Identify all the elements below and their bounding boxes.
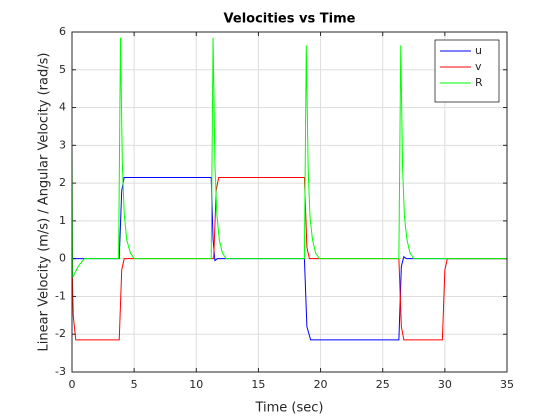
legend-label: u bbox=[475, 44, 482, 57]
legend-box bbox=[434, 39, 500, 103]
x-tick-label: 25 bbox=[376, 378, 390, 391]
y-tick-label: 0 bbox=[59, 252, 66, 265]
series-line bbox=[72, 176, 507, 341]
y-tick-label: -3 bbox=[55, 365, 66, 378]
x-tick-label: 0 bbox=[69, 378, 76, 391]
series-line bbox=[72, 37, 507, 278]
x-tick-label: 10 bbox=[189, 378, 203, 391]
y-tick-label: 1 bbox=[59, 214, 66, 227]
y-tick-label: -2 bbox=[55, 327, 66, 340]
y-tick-label: 2 bbox=[59, 176, 66, 189]
y-tick-label: 3 bbox=[59, 138, 66, 151]
legend: uvR bbox=[434, 39, 500, 103]
y-tick-label: 6 bbox=[59, 25, 66, 38]
x-tick-label: 20 bbox=[314, 378, 328, 391]
x-tick-label: 30 bbox=[438, 378, 452, 391]
y-tick-label: 4 bbox=[59, 101, 66, 114]
legend-label: v bbox=[475, 60, 482, 73]
y-tick-label: -1 bbox=[55, 289, 66, 302]
x-tick-label: 5 bbox=[131, 378, 138, 391]
x-axis-label: Time (sec) bbox=[254, 401, 323, 416]
y-axis-label: Linear Velocity (m/s) / Angular Velocity… bbox=[37, 53, 52, 352]
x-tick-label: 35 bbox=[500, 378, 514, 391]
y-tick-label: 5 bbox=[59, 63, 66, 76]
plot-frame bbox=[71, 31, 508, 373]
legend-label: R bbox=[475, 76, 483, 89]
chart-title: Velocities vs Time bbox=[224, 12, 356, 27]
x-tick-label: 15 bbox=[251, 378, 265, 391]
